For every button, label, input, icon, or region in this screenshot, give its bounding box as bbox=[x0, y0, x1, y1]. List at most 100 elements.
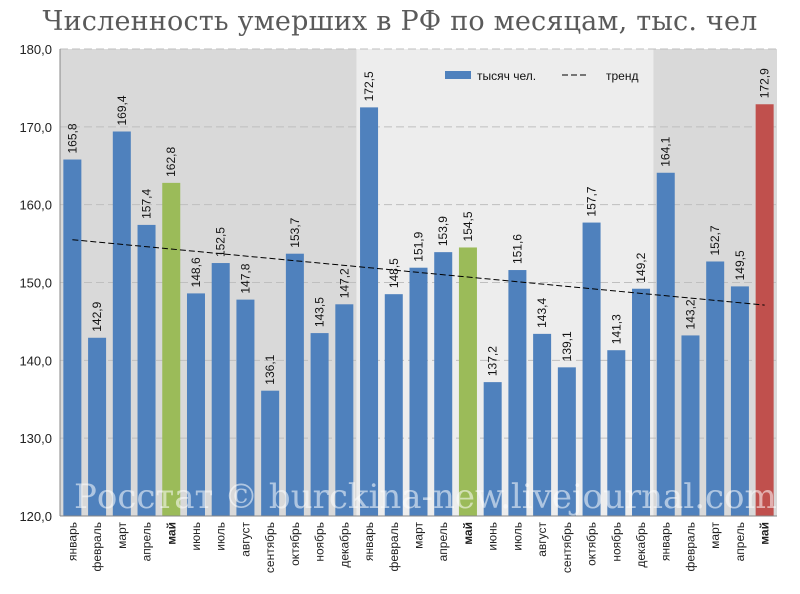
bar bbox=[261, 390, 280, 516]
x-tick-label: декабрь bbox=[634, 522, 648, 568]
y-tick-label: 170,0 bbox=[19, 120, 52, 135]
bar bbox=[458, 247, 477, 516]
x-tick-label: апрель bbox=[436, 522, 450, 561]
legend-label-bars: тысяч чел. bbox=[477, 69, 536, 83]
x-tick-label: сентябрь bbox=[560, 522, 574, 573]
bar bbox=[557, 367, 576, 516]
x-tick-label: декабрь bbox=[337, 522, 351, 568]
bar bbox=[63, 159, 82, 517]
x-tick-label: январь bbox=[65, 522, 79, 561]
data-label: 169,4 bbox=[115, 95, 129, 125]
bar bbox=[384, 294, 403, 516]
bars bbox=[63, 104, 774, 517]
axes: 120,0 130,0 140,0 150,0 160,0 170,0 180,0 январ… bbox=[19, 42, 777, 573]
bar bbox=[755, 104, 774, 517]
bar bbox=[681, 335, 700, 516]
bar bbox=[434, 252, 453, 516]
bar bbox=[508, 270, 527, 516]
bar bbox=[137, 224, 156, 517]
data-label: 147,8 bbox=[238, 263, 252, 293]
x-tick-label: май bbox=[461, 522, 475, 545]
bar bbox=[236, 299, 255, 516]
bar bbox=[186, 293, 205, 516]
y-tick-label: 180,0 bbox=[19, 42, 52, 57]
data-label: 162,8 bbox=[164, 147, 178, 177]
x-tick-label: май bbox=[164, 522, 178, 545]
bar bbox=[706, 261, 725, 516]
bar bbox=[88, 337, 107, 516]
data-label: 151,9 bbox=[412, 231, 426, 261]
legend-swatch-bars bbox=[445, 71, 471, 79]
data-label: 154,5 bbox=[461, 211, 475, 241]
legend: тысяч чел. тренд bbox=[445, 69, 638, 83]
data-label: 137,2 bbox=[486, 346, 500, 376]
data-label: 148,5 bbox=[387, 258, 401, 288]
legend-label-trend: тренд bbox=[606, 69, 638, 83]
y-tick-label: 130,0 bbox=[19, 431, 52, 446]
x-tick-label: ноябрь bbox=[313, 522, 327, 562]
data-label: 149,2 bbox=[634, 252, 648, 282]
watermark-text: Росстат © burckina-new.livejournal.com bbox=[74, 477, 777, 517]
data-label: 152,7 bbox=[708, 225, 722, 255]
x-tick-label: январь bbox=[362, 522, 376, 561]
y-tick-label: 160,0 bbox=[19, 198, 52, 213]
bar bbox=[582, 222, 601, 516]
bar bbox=[656, 172, 675, 516]
x-tick-label: июль bbox=[510, 522, 524, 551]
data-label: 172,5 bbox=[362, 71, 376, 101]
data-label: 143,2 bbox=[683, 299, 697, 329]
data-label: 141,3 bbox=[609, 314, 623, 344]
bar bbox=[285, 253, 304, 516]
x-tick-label: февраль bbox=[683, 522, 697, 572]
bar bbox=[607, 350, 626, 516]
data-label: 165,8 bbox=[65, 123, 79, 153]
trend-line-group bbox=[72, 239, 765, 306]
data-label: 153,9 bbox=[436, 216, 450, 246]
x-tick-label: апрель bbox=[733, 522, 747, 561]
x-tick-label: январь bbox=[659, 522, 673, 561]
chart-title: Численность умерших в РФ по месяцам, тыс… bbox=[42, 6, 758, 37]
bar bbox=[335, 304, 354, 516]
data-label: 164,1 bbox=[659, 136, 673, 166]
y-tick-label: 120,0 bbox=[19, 509, 52, 524]
data-label: 153,7 bbox=[288, 217, 302, 247]
bar bbox=[632, 288, 651, 516]
data-label: 143,5 bbox=[313, 297, 327, 327]
bar bbox=[310, 333, 329, 516]
x-tick-label: июль bbox=[214, 522, 228, 551]
bar bbox=[730, 286, 749, 516]
trend-line bbox=[72, 239, 765, 306]
x-tick-label: ноябрь bbox=[609, 522, 623, 562]
data-label: 149,5 bbox=[733, 250, 747, 280]
data-label: 136,1 bbox=[263, 354, 277, 384]
x-tick-label: март bbox=[708, 522, 722, 549]
x-tick-label: август bbox=[238, 522, 252, 557]
x-tick-label: май bbox=[758, 522, 772, 545]
data-label: 157,4 bbox=[140, 189, 154, 219]
data-label: 139,1 bbox=[560, 331, 574, 361]
x-tick-label: июнь bbox=[486, 522, 500, 551]
x-tick-label: апрель bbox=[140, 522, 154, 561]
x-tick-label: октябрь bbox=[585, 522, 599, 566]
data-label: 157,7 bbox=[585, 186, 599, 216]
y-tick-label: 150,0 bbox=[19, 276, 52, 291]
bar bbox=[409, 267, 428, 516]
bar bbox=[360, 107, 379, 516]
bar bbox=[211, 263, 230, 516]
x-tick-label: февраль bbox=[387, 522, 401, 572]
x-tick-label: март bbox=[115, 522, 129, 549]
data-label: 151,6 bbox=[510, 234, 524, 264]
bar bbox=[533, 333, 552, 516]
data-label: 148,6 bbox=[189, 257, 203, 287]
watermark: Росстат © burckina-new.livejournal.com bbox=[74, 477, 777, 517]
data-label: 147,2 bbox=[337, 268, 351, 298]
data-label: 152,5 bbox=[214, 227, 228, 257]
x-tick-label: март bbox=[412, 522, 426, 549]
x-tick-label: сентябрь bbox=[263, 522, 277, 573]
bar bbox=[483, 382, 502, 516]
bar bbox=[162, 182, 181, 516]
data-label: 142,9 bbox=[90, 301, 104, 331]
y-tick-label: 140,0 bbox=[19, 353, 52, 368]
